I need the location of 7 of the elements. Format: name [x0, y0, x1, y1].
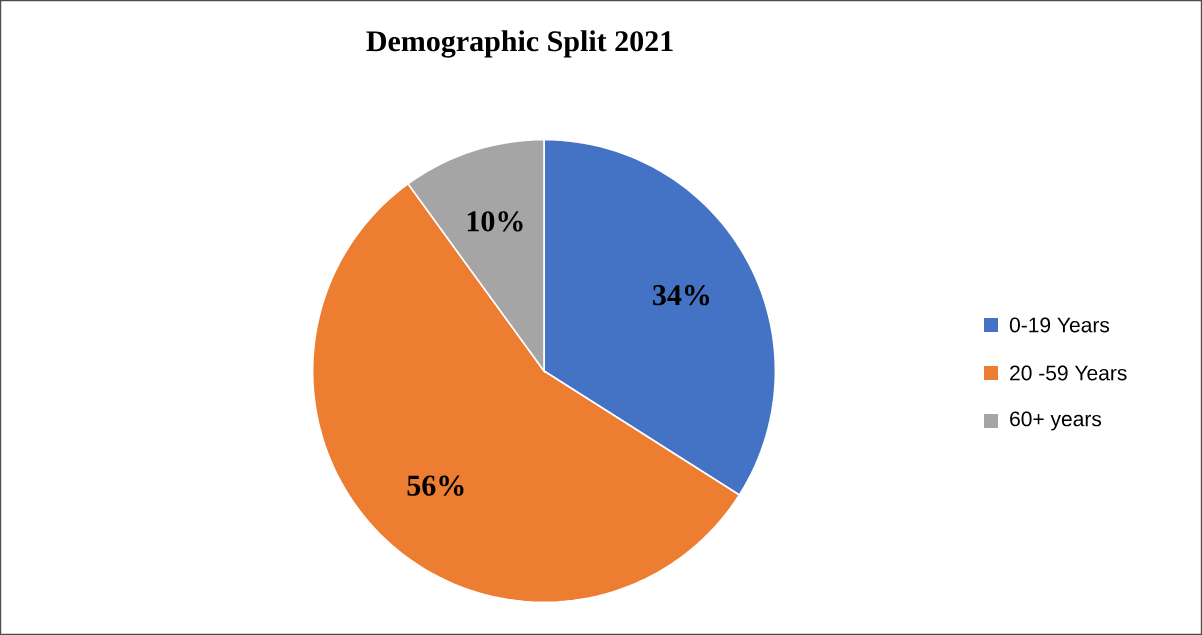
- legend-label: 20 -59 Years: [1010, 365, 1127, 381]
- data-label: 10%: [467, 211, 523, 232]
- chart-title: Demographic Split 2021: [366, 30, 673, 58]
- legend-label: 0-19 Years: [1009, 317, 1110, 333]
- legend-label: 60+ years: [1010, 411, 1102, 431]
- data-label: 56%: [407, 475, 464, 496]
- data-label: 34%: [653, 285, 710, 306]
